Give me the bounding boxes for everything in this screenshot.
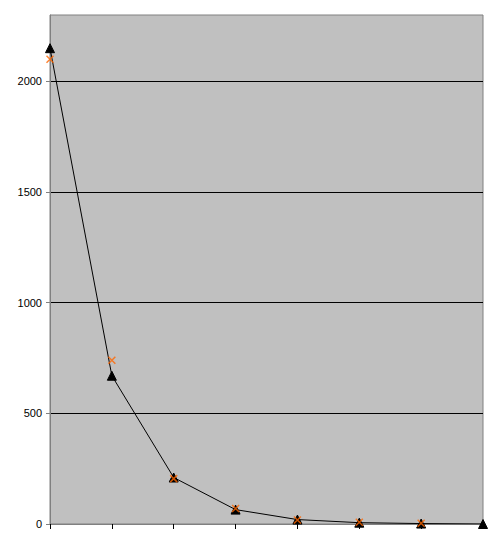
- svg-text:500: 500: [24, 407, 42, 419]
- svg-text:1500: 1500: [18, 186, 42, 198]
- svg-text:1000: 1000: [18, 297, 42, 309]
- svg-text:2000: 2000: [18, 75, 42, 87]
- svg-text:0: 0: [36, 518, 42, 530]
